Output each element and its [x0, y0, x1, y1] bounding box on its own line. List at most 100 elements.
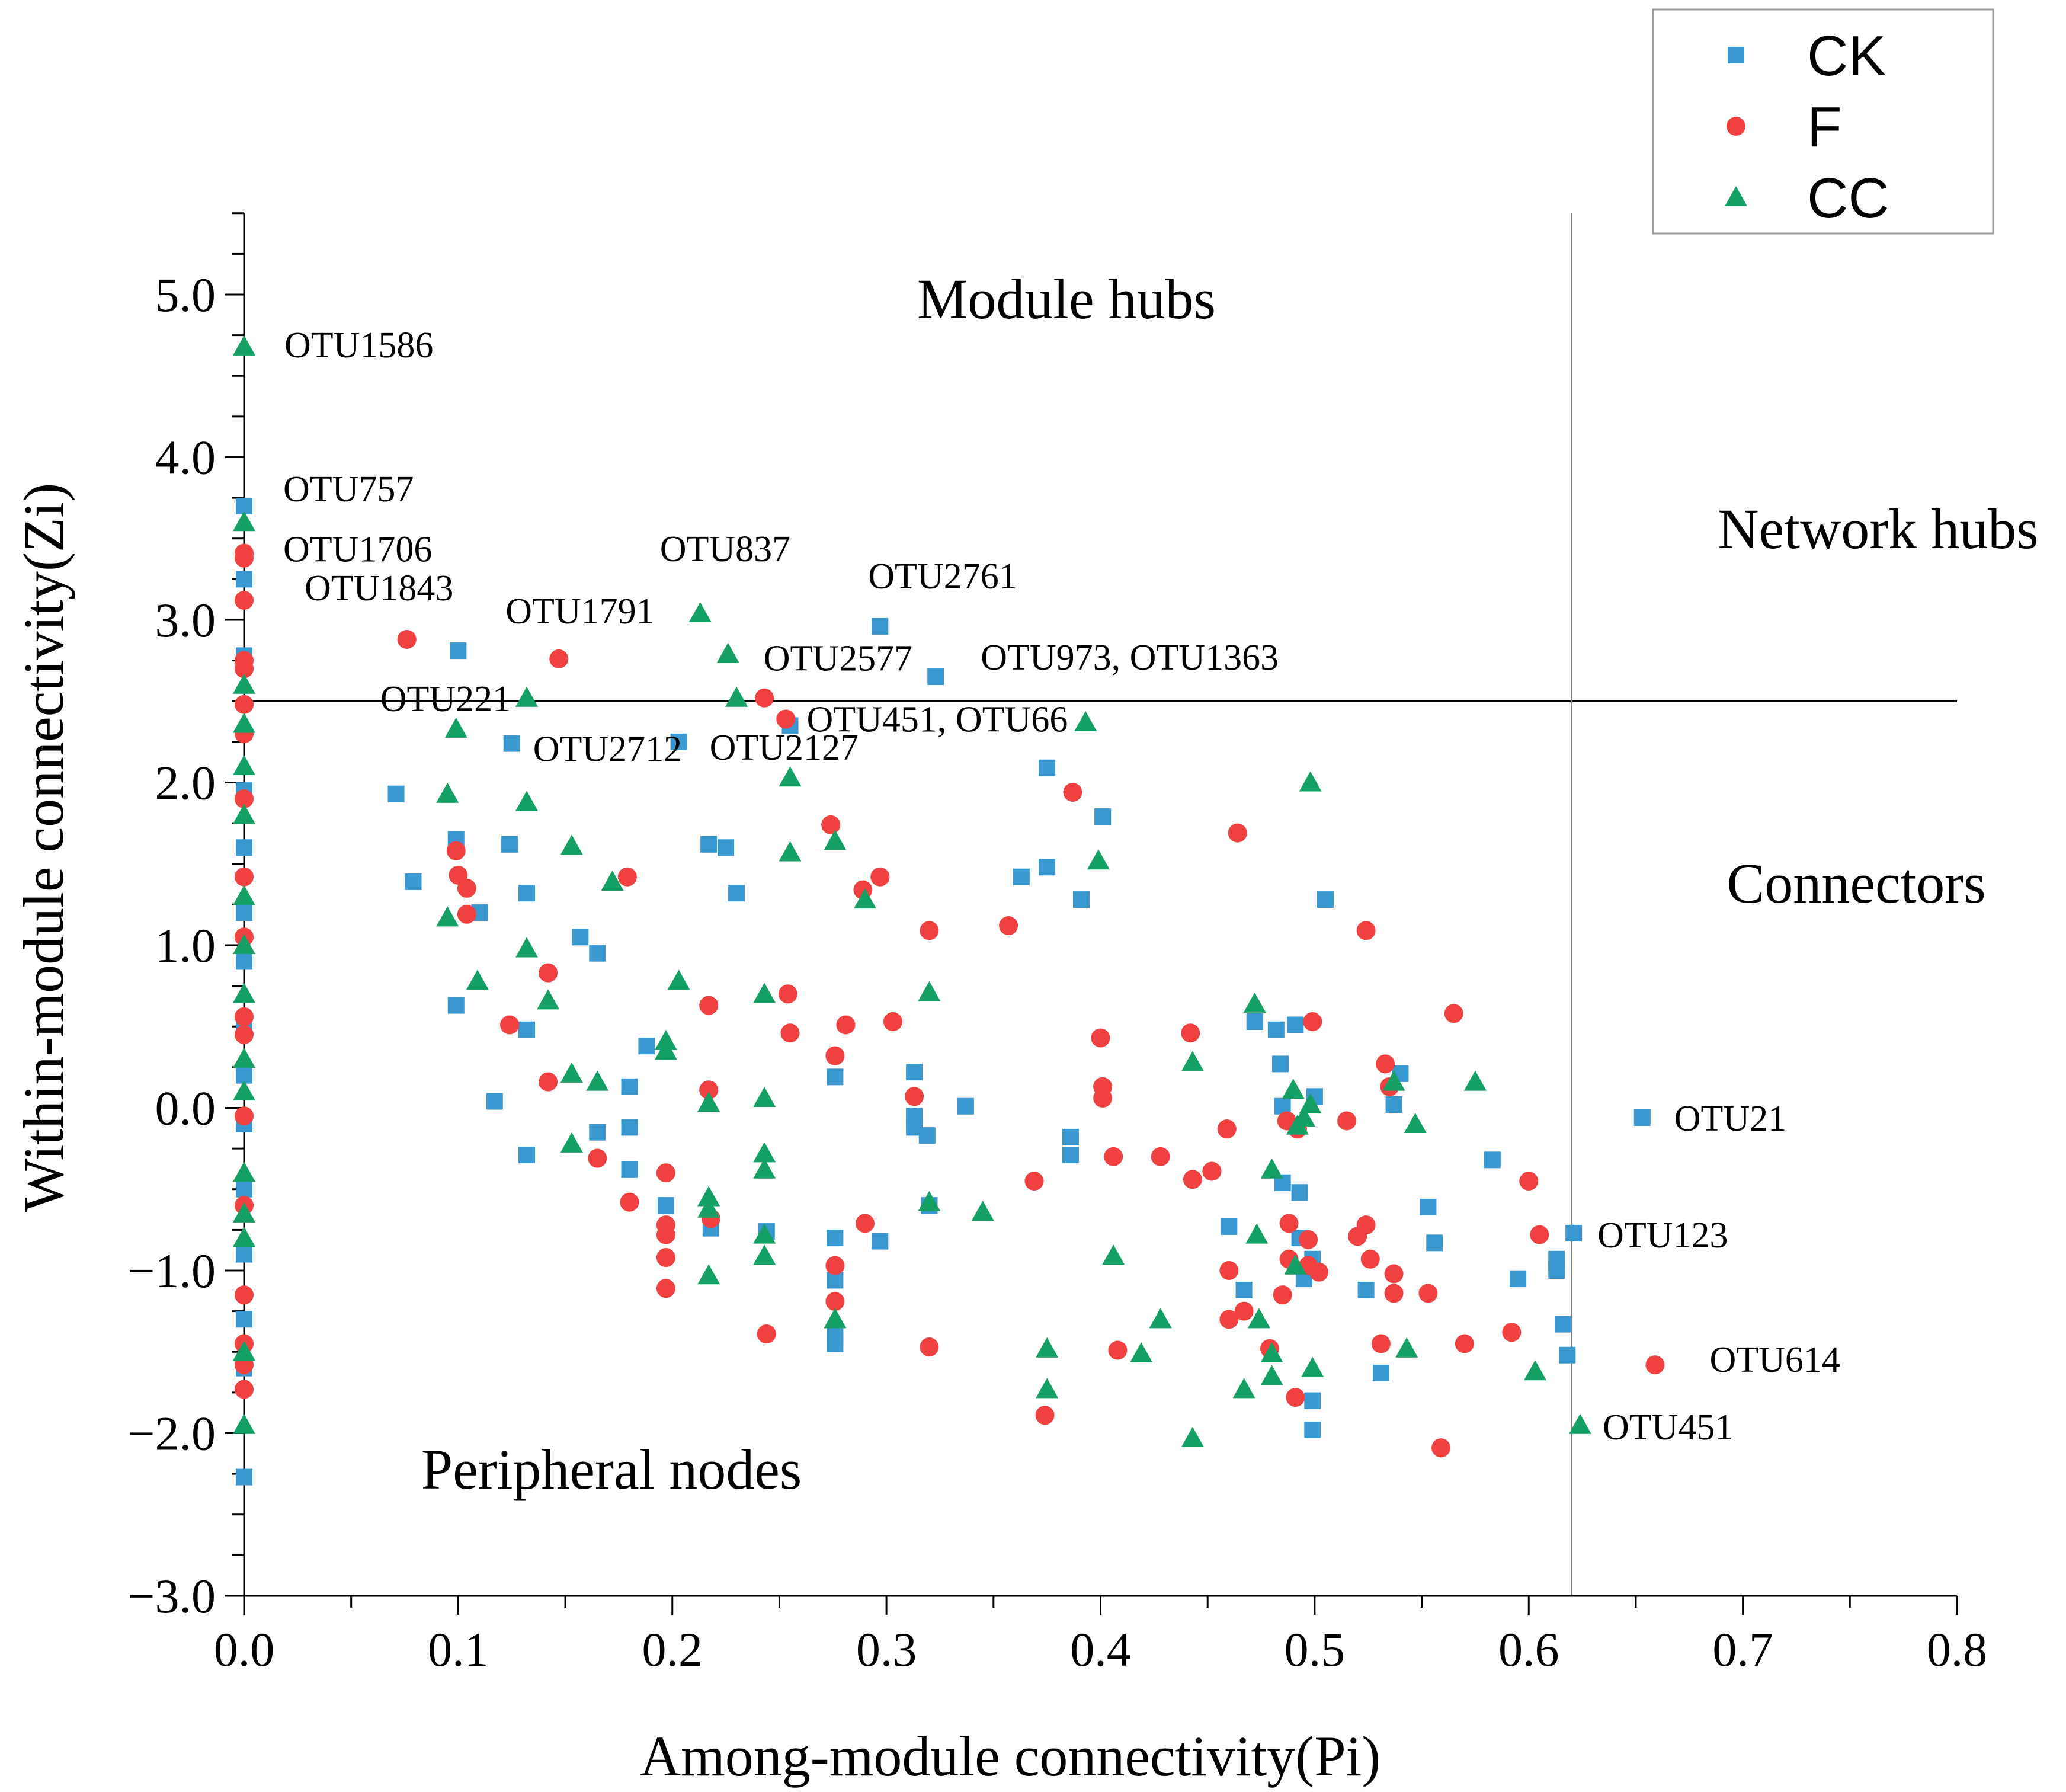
- point-f: [235, 867, 254, 887]
- point-cc: [971, 1201, 994, 1221]
- point-f: [920, 1337, 939, 1357]
- point-f: [397, 629, 417, 649]
- point-ck: [918, 1127, 936, 1144]
- point-cc: [1284, 1254, 1307, 1275]
- point-ck: [1039, 859, 1056, 876]
- x-tick-label: 0.1: [428, 1623, 489, 1676]
- point-cc: [515, 791, 539, 811]
- point-ck: [1385, 1096, 1402, 1113]
- point-cc: [233, 885, 255, 905]
- point-f: [539, 963, 558, 983]
- x-tick-label: 0.7: [1712, 1623, 1773, 1676]
- point-f: [1181, 1023, 1200, 1043]
- point-cc: [601, 870, 624, 891]
- point-f: [836, 1015, 856, 1035]
- series-ck: [236, 497, 1651, 1486]
- point-cc: [1130, 1342, 1153, 1362]
- point-cc: [1301, 1356, 1324, 1377]
- point-cc: [444, 717, 467, 738]
- point-ck: [387, 785, 405, 802]
- point-cc: [233, 673, 255, 694]
- point-ck: [236, 571, 252, 588]
- point-ck: [827, 1230, 844, 1247]
- otu-label: OTU123: [1597, 1215, 1728, 1256]
- point-cc: [560, 1132, 583, 1153]
- point-f: [457, 878, 476, 898]
- point-f: [1228, 823, 1247, 843]
- point-f: [1455, 1334, 1474, 1353]
- region-labels: Module hubs Network hubs Connectors Periphe…: [421, 267, 2039, 1501]
- point-f: [656, 1225, 675, 1244]
- point-ck: [1372, 1364, 1389, 1381]
- point-cc: [1299, 771, 1322, 792]
- point-f: [1303, 1012, 1322, 1032]
- point-cc: [233, 1048, 255, 1068]
- point-cc: [233, 511, 255, 532]
- point-f: [1356, 921, 1376, 940]
- point-ck: [1633, 1109, 1651, 1126]
- legend-item-cc: CC: [1725, 167, 1889, 230]
- point-ck: [1304, 1392, 1321, 1409]
- point-f: [1093, 1089, 1113, 1108]
- region-label-connectors: Connectors: [1727, 852, 1985, 915]
- point-cc: [753, 1223, 776, 1244]
- point-f: [1337, 1111, 1357, 1131]
- point-f: [1091, 1028, 1110, 1048]
- point-ck: [1304, 1422, 1321, 1439]
- otu-label: OTU973, OTU1363: [981, 638, 1279, 678]
- point-cc: [753, 983, 776, 1003]
- point-ck: [1426, 1234, 1443, 1252]
- point-cc: [233, 983, 255, 1003]
- point-f: [1645, 1355, 1665, 1375]
- point-f: [1519, 1172, 1539, 1191]
- point-f: [699, 996, 719, 1015]
- point-cc: [233, 934, 255, 954]
- point-f: [1502, 1323, 1522, 1342]
- point-f: [235, 1025, 254, 1044]
- point-f: [1309, 1262, 1329, 1282]
- point-f: [656, 1248, 675, 1268]
- point-ck: [1062, 1128, 1079, 1145]
- point-ck: [236, 1311, 252, 1328]
- otu-label: OTU837: [660, 529, 790, 569]
- point-f: [1530, 1225, 1549, 1244]
- point-ck: [572, 929, 589, 946]
- point-cc: [654, 1039, 677, 1060]
- otu-label: OTU451, OTU66: [807, 699, 1068, 740]
- point-cc: [725, 686, 748, 707]
- point-cc: [1404, 1112, 1427, 1133]
- point-f: [235, 1106, 254, 1126]
- point-cc: [1260, 1158, 1283, 1179]
- region-label-module-hubs: Module hubs: [917, 267, 1216, 331]
- point-ck: [957, 1097, 974, 1115]
- point-ck: [1559, 1346, 1576, 1364]
- point-cc: [918, 981, 941, 1001]
- point-ck: [1565, 1224, 1583, 1241]
- point-cc: [1074, 711, 1097, 731]
- point-cc: [753, 1158, 776, 1179]
- otu-label: OTU2761: [868, 556, 1017, 597]
- point-f: [825, 1256, 845, 1275]
- point-cc: [1181, 1051, 1204, 1071]
- point-cc: [515, 686, 539, 707]
- point-f: [235, 789, 254, 808]
- threshold-lines: [244, 213, 1957, 1596]
- point-ck: [638, 1038, 655, 1055]
- point-f: [1431, 1438, 1451, 1458]
- point-f: [656, 1163, 675, 1183]
- point-ck: [718, 839, 735, 856]
- x-tick-label: 0.2: [642, 1623, 703, 1676]
- legend-marker-ck: [1728, 47, 1744, 63]
- point-cc: [1232, 1378, 1255, 1399]
- y-tick-label: 5.0: [155, 268, 216, 322]
- point-ck: [236, 1180, 252, 1198]
- point-ck: [503, 735, 520, 752]
- point-f: [1286, 1388, 1305, 1407]
- legend-label-ck: CK: [1807, 24, 1886, 88]
- point-ck: [728, 885, 745, 902]
- otu-label: OTU221: [380, 679, 511, 719]
- point-f: [549, 649, 569, 668]
- point-f: [757, 1324, 776, 1344]
- x-tick-label: 0.8: [1927, 1623, 1988, 1676]
- point-f: [446, 841, 466, 860]
